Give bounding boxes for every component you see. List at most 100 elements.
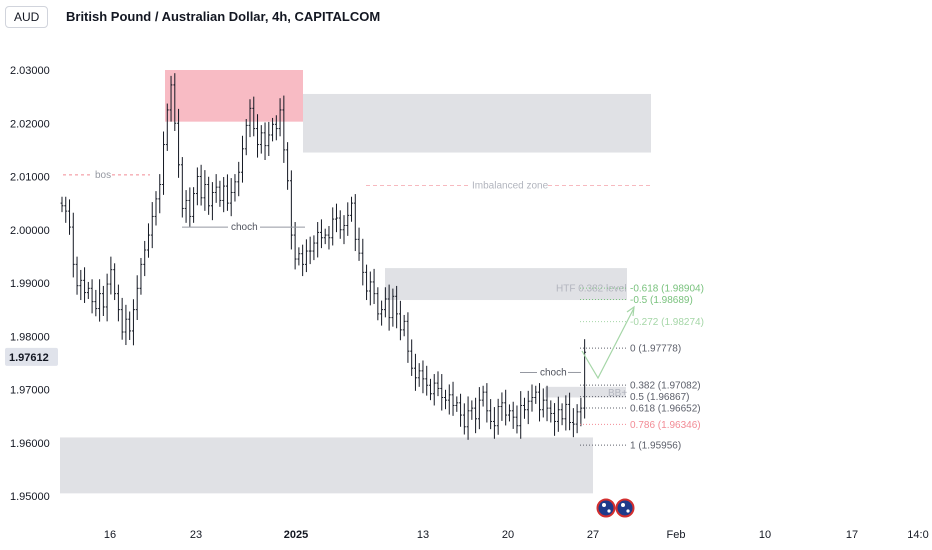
fib-label: 0.5 (1.96867) xyxy=(630,392,690,403)
ohlc-bar xyxy=(530,384,534,412)
bb-zone xyxy=(545,386,626,398)
ohlc-bar xyxy=(267,121,271,156)
choch-label: choch xyxy=(231,222,258,233)
ohlc-bar xyxy=(241,135,244,183)
ohlc-bar xyxy=(312,235,316,261)
ohlc-bar xyxy=(192,187,195,223)
ohlc-bar xyxy=(451,381,455,416)
ohlc-bar xyxy=(169,75,173,122)
fib-label: 0 (1.97778) xyxy=(630,344,681,355)
ohlc-bar xyxy=(504,389,508,426)
ohlc-bar xyxy=(256,114,259,158)
ohlc-bar xyxy=(195,167,199,206)
ohlc-bar xyxy=(248,99,252,138)
ohlc-bar xyxy=(271,117,274,142)
bb-label: BB+ xyxy=(608,388,627,399)
flag-star-icon xyxy=(602,503,606,507)
ohlc-bar xyxy=(519,391,523,439)
ohlc-bar xyxy=(436,371,440,397)
htf-zone xyxy=(385,268,627,301)
ohlc-bar xyxy=(331,207,335,246)
ohlc-bar xyxy=(338,210,342,239)
y-tick-label: 1.97000 xyxy=(10,385,50,397)
fib-label: 0.786 (1.96346) xyxy=(630,420,701,431)
ohlc-bar xyxy=(432,374,436,406)
ohlc-bar xyxy=(207,176,211,215)
ohlc-bar xyxy=(139,257,143,295)
x-tick-label: 20 xyxy=(502,529,514,541)
ohlc-bar xyxy=(94,289,98,317)
ohlc-bar xyxy=(101,285,105,317)
ohlc-bar xyxy=(575,404,579,434)
ohlc-bar xyxy=(233,174,237,202)
ohlc-bar xyxy=(64,196,68,223)
ohlc-bar xyxy=(541,388,545,418)
ohlc-bar xyxy=(274,115,278,141)
ohlc-bar xyxy=(380,300,383,326)
ohlc-bar xyxy=(323,228,327,245)
ohlc-bar xyxy=(387,284,391,331)
last-price-badge xyxy=(5,347,58,366)
projection-path xyxy=(581,307,635,380)
resistance-zone xyxy=(303,93,651,153)
ohlc-bar xyxy=(455,396,459,412)
ohlc-bar xyxy=(289,170,293,250)
ohlc-bar xyxy=(150,202,154,249)
ohlc-bar xyxy=(560,403,564,426)
ohlc-bar xyxy=(316,222,320,258)
ohlc-bar xyxy=(553,403,556,436)
ohlc-bar xyxy=(132,299,135,346)
ohlc-bar xyxy=(474,397,477,434)
ohlc-bar xyxy=(173,73,177,131)
x-tick-label: 10 xyxy=(759,529,771,541)
ohlc-bar xyxy=(214,174,218,203)
ohlc-bar xyxy=(361,238,365,286)
ohlc-bar xyxy=(229,178,233,217)
ohlc-bar xyxy=(365,264,368,301)
ohlc-bar xyxy=(237,161,241,197)
ohlc-bar xyxy=(301,244,305,277)
flag-star-icon xyxy=(621,503,625,507)
ohlc-bar xyxy=(147,223,150,258)
australia-flag-icon[interactable] xyxy=(615,498,635,518)
ohlc-bar xyxy=(515,405,519,434)
ohlc-bar xyxy=(259,125,263,154)
imbalance-label: Imbalanced zone xyxy=(472,181,549,192)
ohlc-bar xyxy=(203,170,207,211)
price-axis: 2.03000 2.02000 2.01000 2.00000 1.99000 1.980… xyxy=(10,65,50,503)
ohlc-bar xyxy=(117,284,120,322)
ohlc-bar xyxy=(60,196,64,213)
ohlc-bar xyxy=(440,374,444,411)
ohlc-bar xyxy=(113,263,117,301)
symbol-title: British Pound / Australian Dollar, 4h, C… xyxy=(66,9,381,24)
ohlc-bar xyxy=(357,227,361,261)
bos-label: bos xyxy=(95,170,111,181)
ohlc-bar xyxy=(571,408,575,438)
y-tick-label: 2.03000 xyxy=(10,65,50,77)
ohlc-bar xyxy=(158,174,162,214)
ohlc-bar xyxy=(308,236,312,265)
ohlc-bar xyxy=(162,131,165,195)
ohlc-bar xyxy=(305,239,308,273)
ohlc-bar xyxy=(372,268,376,305)
ohlc-bar xyxy=(429,378,432,401)
ohlc-bar xyxy=(406,312,410,363)
currency-selector[interactable]: AUD xyxy=(5,6,49,28)
ohlc-bar xyxy=(282,95,286,163)
ohlc-bar xyxy=(402,314,406,337)
ohlc-bar xyxy=(511,401,515,429)
x-tick-label: 13 xyxy=(417,529,429,541)
ohlc-bar xyxy=(564,395,568,431)
ohlc-bar xyxy=(526,390,530,425)
australia-flag-icon[interactable] xyxy=(596,498,616,518)
ohlc-bar xyxy=(75,256,79,295)
y-tick-label: 1.96000 xyxy=(10,438,50,450)
x-tick-label: 27 xyxy=(587,529,599,541)
fib-label: 0.618 (1.96652) xyxy=(630,404,701,415)
ohlc-bar xyxy=(293,222,297,270)
ohlc-bar xyxy=(414,353,417,391)
y-tick-label: 2.01000 xyxy=(10,172,50,184)
ohlc-bar xyxy=(335,203,338,233)
flag-star-icon xyxy=(626,509,630,513)
